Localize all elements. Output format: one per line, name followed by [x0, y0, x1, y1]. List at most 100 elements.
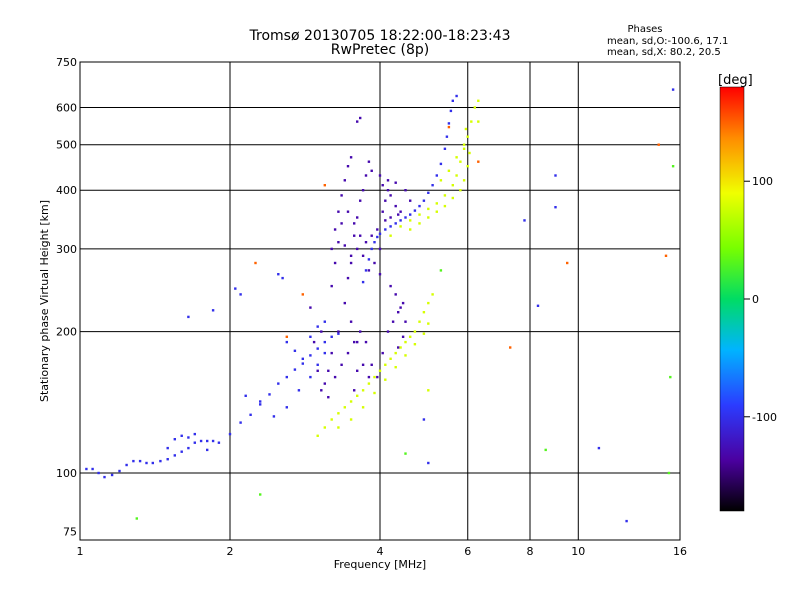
data-point [404, 320, 407, 323]
data-point [187, 436, 190, 439]
data-point [664, 254, 668, 257]
data-point [381, 184, 384, 187]
data-point [466, 135, 469, 138]
data-point [159, 459, 162, 463]
data-point [356, 340, 359, 344]
data-point [625, 519, 628, 523]
data-point [364, 340, 368, 344]
data-point [297, 389, 301, 392]
data-point [378, 369, 382, 372]
data-point [316, 325, 319, 328]
data-point [356, 120, 359, 123]
plot-frame [79, 61, 681, 541]
data-point [361, 280, 365, 284]
data-point [125, 463, 128, 467]
data-point [384, 219, 387, 222]
data-point [346, 276, 350, 280]
data-point [439, 162, 443, 166]
data-point [327, 396, 330, 399]
data-point [394, 204, 397, 208]
data-point [397, 346, 400, 349]
data-point [301, 362, 304, 365]
data-point [427, 216, 430, 219]
data-point [359, 199, 362, 202]
data-point [445, 135, 449, 138]
data-point [386, 330, 390, 333]
data-point [281, 276, 284, 280]
data-point [409, 335, 412, 338]
data-point [404, 216, 407, 219]
data-point [409, 228, 412, 231]
data-point [353, 389, 356, 392]
data-point [361, 189, 365, 192]
data-point [244, 394, 247, 397]
data-point [394, 366, 397, 369]
data-point [462, 143, 466, 146]
data-point [431, 184, 434, 187]
data-point [145, 461, 148, 465]
data-point [409, 213, 412, 216]
data-point [413, 209, 417, 212]
data-point [413, 330, 417, 333]
data-point [418, 222, 421, 225]
data-point [443, 147, 447, 150]
data-point [353, 222, 356, 225]
data-point [389, 225, 392, 228]
data-point [199, 439, 203, 443]
data-point [364, 241, 368, 244]
data-point [361, 406, 365, 409]
data-point [356, 369, 359, 372]
data-point [217, 441, 221, 444]
data-point [272, 415, 276, 418]
data-point [370, 169, 373, 172]
data-point [431, 293, 434, 296]
data-point [470, 120, 473, 123]
data-point [451, 196, 454, 200]
data-point [343, 301, 346, 305]
data-point [320, 389, 323, 392]
data-point [451, 184, 454, 187]
data-point [523, 219, 526, 222]
data-point [333, 375, 337, 379]
data-point [285, 335, 288, 338]
data-point [364, 269, 368, 272]
data-point [422, 332, 426, 335]
data-point [187, 446, 190, 450]
data-point [401, 335, 405, 338]
data-point [361, 363, 365, 366]
data-point [361, 389, 365, 392]
data-point [389, 194, 392, 197]
data-point [455, 174, 458, 177]
colorbar-tick-label: 0 [752, 293, 759, 306]
chart-subtitle: RwPretec (8p) [331, 42, 429, 58]
x-tick-label: 4 [377, 545, 384, 558]
data-point [337, 426, 340, 429]
data-point [239, 421, 242, 424]
data-point [435, 202, 438, 205]
data-point [439, 269, 443, 272]
x-axis-label: Frequency [MHz] [334, 558, 426, 571]
data-point [384, 199, 387, 202]
data-point [91, 467, 94, 471]
data-point [211, 439, 215, 443]
data-point [337, 210, 340, 213]
data-point [418, 213, 421, 216]
data-point [135, 517, 138, 520]
data-point [399, 225, 402, 228]
data-point [323, 426, 326, 429]
data-point [435, 210, 438, 213]
x-tick-label: 8 [527, 545, 534, 558]
data-point [330, 247, 333, 251]
data-point [343, 244, 346, 247]
data-point [346, 165, 350, 168]
data-point [356, 247, 359, 251]
data-point [364, 174, 368, 177]
data-point [462, 179, 466, 182]
data-point [671, 88, 675, 91]
data-point [349, 254, 353, 257]
data-point [340, 222, 343, 225]
data-point [268, 393, 271, 396]
data-point [361, 254, 365, 257]
data-point [443, 194, 447, 197]
